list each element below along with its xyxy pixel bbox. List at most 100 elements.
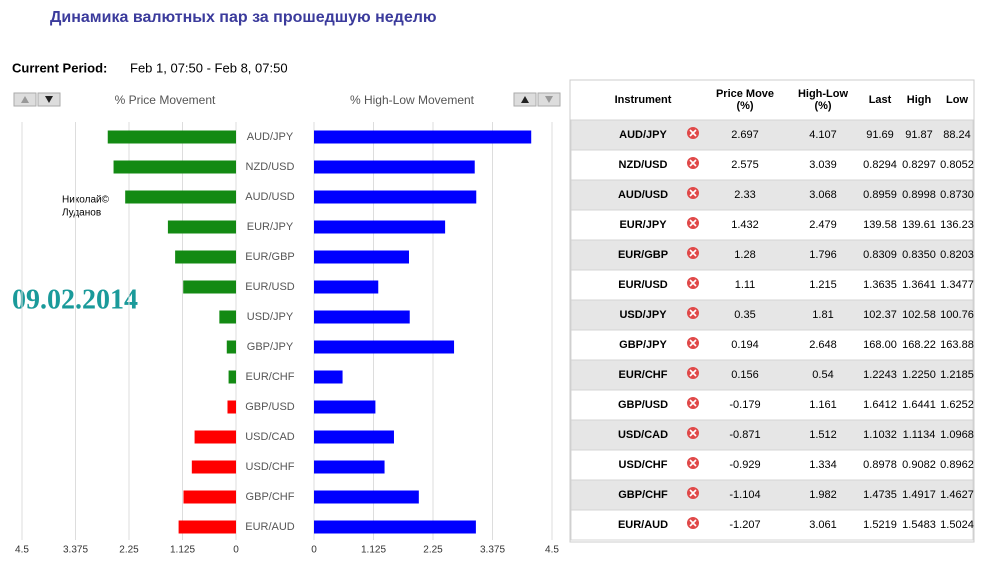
table-cell: 1.161 (809, 399, 837, 411)
table-cell: 0.8978 (863, 459, 897, 471)
bar (314, 370, 343, 384)
bar (167, 220, 236, 234)
table-cell: 1.11 (735, 279, 756, 291)
table-cell: 1.4627 (940, 489, 974, 501)
sort-buttons-left[interactable] (13, 92, 61, 107)
table-cell: 1.6252 (940, 399, 974, 411)
x-tick-label: 2.25 (423, 545, 443, 556)
table-cell: 1.6441 (902, 399, 936, 411)
table-row (570, 299, 974, 331)
table-cell: 102.58 (902, 309, 936, 321)
bar (183, 280, 236, 294)
category-label: GBP/JPY (247, 341, 294, 353)
table-cell: 2.697 (731, 129, 759, 141)
x-tick-label: 0 (233, 545, 239, 556)
column-header: Instrument (615, 94, 672, 106)
bar (314, 190, 477, 204)
bar (314, 250, 409, 264)
bar (314, 310, 410, 324)
sort-buttons-right[interactable] (513, 92, 561, 107)
category-label: NZD/USD (246, 161, 295, 173)
category-label: USD/JPY (247, 311, 294, 323)
table-cell: 1.5483 (902, 519, 936, 531)
x-tick-label: 3.375 (480, 545, 505, 556)
table-cell: 1.796 (809, 249, 837, 261)
table-cell: GBP/USD (618, 399, 668, 411)
bar (314, 130, 532, 144)
bar (314, 430, 394, 444)
category-label: AUD/JPY (247, 131, 294, 143)
column-header: High (907, 94, 932, 106)
remove-x (689, 369, 697, 377)
table-cell: 136.23 (940, 219, 974, 231)
table-cell: -1.104 (729, 489, 760, 501)
x-tick-label: 1.125 (170, 545, 195, 556)
table-cell: 1.215 (809, 279, 837, 291)
table-cell: 1.512 (809, 429, 837, 441)
table-cell: 1.1134 (903, 429, 936, 441)
remove-x (689, 429, 697, 437)
table-cell: 1.334 (809, 459, 837, 471)
table-cell: 168.22 (902, 339, 936, 351)
table-cell: EUR/AUD (618, 519, 668, 531)
table-row (570, 119, 974, 151)
table-cell: 168.00 (863, 339, 897, 351)
table-cell: 91.87 (905, 129, 933, 141)
table-cell: 0.8309 (863, 249, 897, 261)
table-cell: 0.156 (731, 369, 759, 381)
column-header: Price Move (716, 88, 774, 100)
table-cell: 0.8959 (863, 189, 897, 201)
table-cell: 0.8203 (940, 249, 974, 261)
category-label: EUR/GBP (245, 251, 295, 263)
table-row (570, 209, 974, 241)
remove-x (689, 309, 697, 317)
remove-x (689, 339, 697, 347)
table-cell: GBP/CHF (618, 489, 668, 501)
bar (314, 340, 455, 354)
watermark: Луданов (62, 208, 101, 219)
table-cell: 1.0968 (940, 429, 974, 441)
remove-x (689, 249, 697, 257)
table-cell: 0.8052 (940, 159, 974, 171)
arrow-up (21, 96, 29, 103)
table-cell: 1.3641 (902, 279, 936, 291)
table-cell: 0.8962 (940, 459, 974, 471)
table-cell: 139.58 (863, 219, 897, 231)
table-cell: EUR/USD (618, 279, 668, 291)
bar (219, 310, 236, 324)
table-cell: 2.33 (734, 189, 755, 201)
x-tick-label: 2.25 (119, 545, 139, 556)
table-cell: 91.69 (866, 129, 894, 141)
table-cell: 1.81 (812, 309, 833, 321)
arrow-down (545, 96, 553, 103)
table-cell: -0.929 (729, 459, 760, 471)
remove-x (689, 489, 697, 497)
table-cell: 1.4735 (863, 489, 897, 501)
table-cell: USD/CHF (619, 459, 668, 471)
category-label: EUR/AUD (245, 521, 295, 533)
category-label: EUR/JPY (247, 221, 294, 233)
category-label: GBP/CHF (246, 491, 295, 503)
table-cell: 3.061 (809, 519, 837, 531)
category-label: USD/CHF (246, 461, 295, 473)
table-cell: 0.8730 (940, 189, 974, 201)
remove-x (689, 519, 697, 527)
table-cell: 1.3477 (940, 279, 974, 291)
bar (228, 370, 236, 384)
table-cell: NZD/USD (619, 159, 668, 171)
table-cell: 4.107 (809, 129, 837, 141)
table-cell: -0.179 (729, 399, 760, 411)
table-cell: EUR/JPY (619, 219, 667, 231)
bar (113, 160, 236, 174)
table-row (570, 479, 974, 511)
table-row (570, 509, 974, 541)
table-header (571, 81, 973, 120)
bar (314, 160, 475, 174)
table-cell: 1.2243 (863, 369, 897, 381)
arrow-down (45, 96, 53, 103)
bar (125, 190, 236, 204)
column-header: High-Low (798, 88, 849, 100)
table-cell: 0.8294 (863, 159, 897, 171)
table-cell: -0.871 (729, 429, 760, 441)
